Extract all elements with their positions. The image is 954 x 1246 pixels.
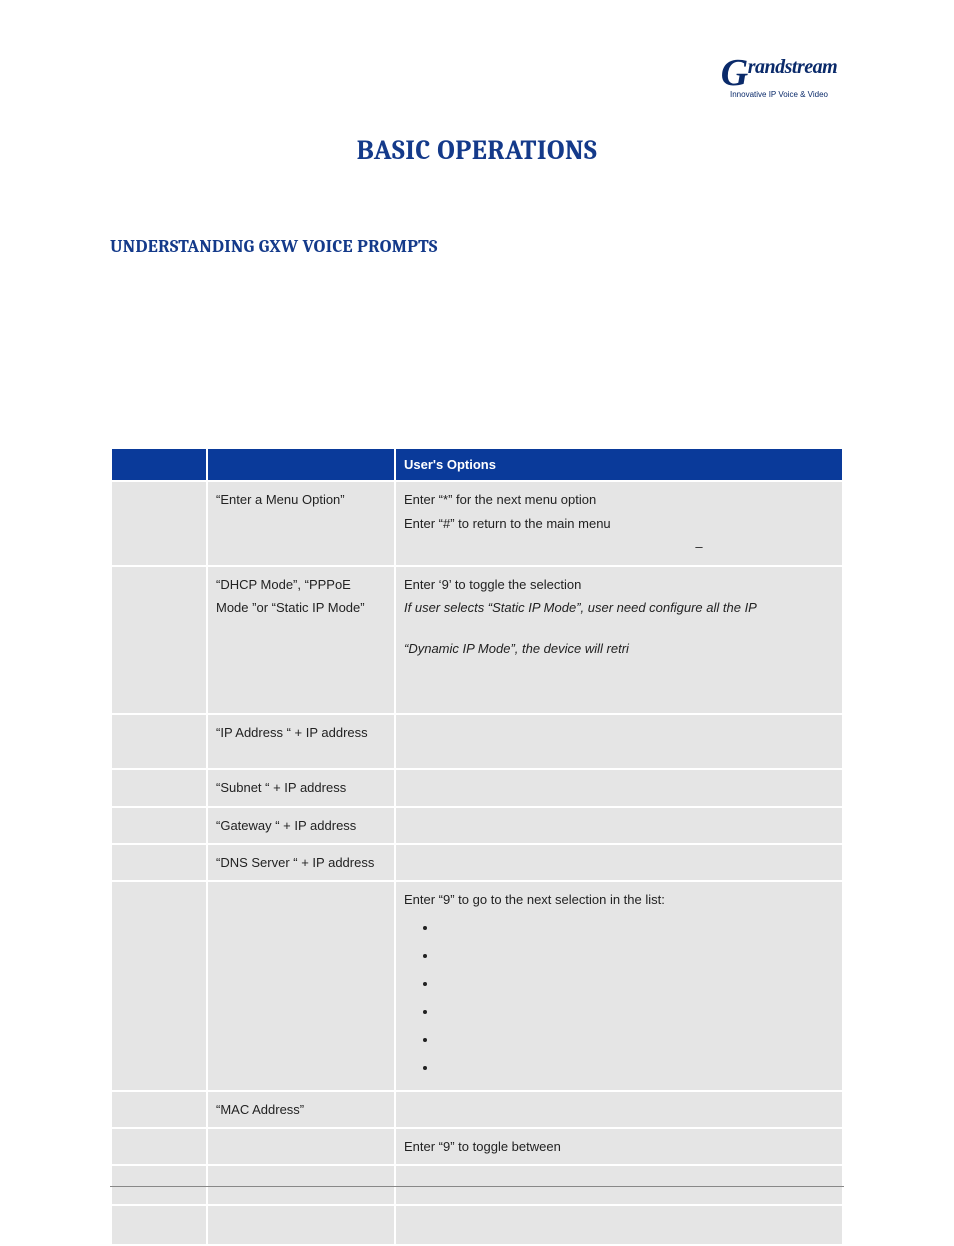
cell-options <box>395 1091 843 1128</box>
cell-menu <box>111 481 207 565</box>
cell-prompt: “Subnet “ + IP address <box>207 769 395 806</box>
table-row: Enter “9” to go to the next selection in… <box>111 881 843 1090</box>
cell-menu <box>111 807 207 844</box>
option-line-italic: If user selects “Static IP Mode”, user n… <box>404 596 834 619</box>
cell-options: Enter “9” to go to the next selection in… <box>395 881 843 1090</box>
cell-prompt: “MAC Address” <box>207 1091 395 1128</box>
option-bullet-list <box>404 916 834 1084</box>
option-line-italic: “Dynamic IP Mode”, the device will retri <box>404 637 834 660</box>
cell-menu <box>111 566 207 714</box>
table-row: “Enter a Menu Option” Enter “*” for the … <box>111 481 843 565</box>
bullet-item <box>438 916 834 944</box>
cell-menu <box>111 1128 207 1165</box>
bullet-item <box>438 1000 834 1028</box>
cell-menu <box>111 769 207 806</box>
option-line: Enter “9” to go to the next selection in… <box>404 888 834 911</box>
cell-menu <box>111 844 207 881</box>
cell-options <box>395 807 843 844</box>
cell-prompt: “Gateway “ + IP address <box>207 807 395 844</box>
header-options: User's Options <box>395 448 843 481</box>
cell-prompt: “IP Address “ + IP address <box>207 714 395 769</box>
cell-options <box>395 1205 843 1245</box>
table-row: Enter “9” to toggle between <box>111 1128 843 1165</box>
section-title: UNDERSTANDING GXW VOICE PROMPTS <box>110 236 844 257</box>
table-header-row: User's Options <box>111 448 843 481</box>
cell-prompt <box>207 1128 395 1165</box>
option-line: Enter “#” to return to the main menu <box>404 512 834 535</box>
table-row: “IP Address “ + IP address <box>111 714 843 769</box>
option-line: Enter “*” for the next menu option <box>404 488 834 511</box>
logo-initial: G <box>721 54 748 92</box>
cell-menu <box>111 881 207 1090</box>
cell-menu <box>111 1091 207 1128</box>
table-row <box>111 1205 843 1245</box>
bullet-item <box>438 944 834 972</box>
header-prompt <box>207 448 395 481</box>
cell-options <box>395 844 843 881</box>
table-row: “DHCP Mode”, “PPPoE Mode ”or “Static IP … <box>111 566 843 714</box>
cell-menu <box>111 1205 207 1245</box>
footer-rule <box>110 1186 844 1187</box>
cell-options: Enter “*” for the next menu option Enter… <box>395 481 843 565</box>
table-row: “Gateway “ + IP address <box>111 807 843 844</box>
page-title: BASIC OPERATIONS <box>110 135 844 166</box>
cell-prompt: “DNS Server “ + IP address <box>207 844 395 881</box>
option-line: – <box>404 535 834 558</box>
logo-text: Grandstream <box>714 50 844 88</box>
brand-logo: Grandstream Innovative IP Voice & Video <box>714 50 844 110</box>
cell-options: Enter “9” to toggle between <box>395 1128 843 1165</box>
cell-options <box>395 714 843 769</box>
cell-menu <box>111 714 207 769</box>
option-line: Enter ‘9’ to toggle the selection <box>404 573 834 596</box>
bullet-item <box>438 972 834 1000</box>
cell-prompt <box>207 1205 395 1245</box>
logo-rest: randstream <box>748 56 837 78</box>
cell-options <box>395 769 843 806</box>
spacer <box>404 661 834 707</box>
bullet-item <box>438 1028 834 1056</box>
cell-prompt <box>207 881 395 1090</box>
header-menu <box>111 448 207 481</box>
table-row: “Subnet “ + IP address <box>111 769 843 806</box>
table-row: “MAC Address” <box>111 1091 843 1128</box>
cell-prompt: “Enter a Menu Option” <box>207 481 395 565</box>
cell-options: Enter ‘9’ to toggle the selection If use… <box>395 566 843 714</box>
bullet-item <box>438 1056 834 1084</box>
cell-prompt: “DHCP Mode”, “PPPoE Mode ”or “Static IP … <box>207 566 395 714</box>
table-row: “DNS Server “ + IP address <box>111 844 843 881</box>
voice-prompts-table: User's Options “Enter a Menu Option” Ent… <box>110 447 844 1246</box>
